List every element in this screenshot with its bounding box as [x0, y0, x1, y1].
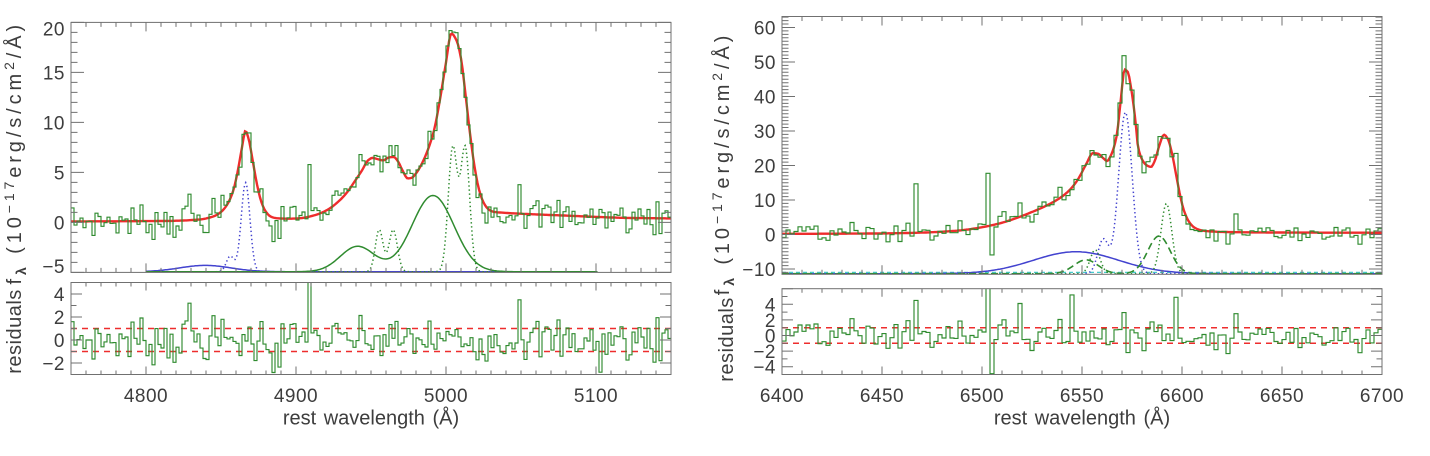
svg-text:residuals: residuals: [4, 289, 26, 374]
svg-text:6550: 6550: [1060, 386, 1104, 407]
svg-text:30: 30: [754, 122, 776, 143]
svg-text:4900: 4900: [274, 386, 318, 407]
svg-text:−2: −2: [42, 354, 65, 375]
svg-text:10: 10: [43, 113, 65, 134]
svg-text:5: 5: [54, 163, 65, 184]
svg-text:−2: −2: [753, 342, 776, 363]
svg-text:0: 0: [54, 331, 65, 352]
svg-text:40: 40: [754, 88, 776, 109]
svg-text:rest wavelength (Å): rest wavelength (Å): [994, 407, 1170, 430]
svg-text:10: 10: [754, 191, 776, 212]
svg-text:−5: −5: [42, 257, 65, 278]
svg-text:50: 50: [754, 53, 776, 74]
svg-text:rest wavelength (Å): rest wavelength (Å): [283, 407, 459, 430]
svg-text:4: 4: [765, 295, 776, 316]
svg-text:2: 2: [54, 308, 65, 329]
svg-text:residuals: residuals: [716, 297, 738, 382]
svg-text:5100: 5100: [574, 386, 618, 407]
svg-text:2: 2: [765, 311, 776, 332]
svg-text:4: 4: [54, 285, 65, 306]
svg-text:5000: 5000: [424, 386, 468, 407]
svg-text:6650: 6650: [1260, 386, 1304, 407]
svg-text:6450: 6450: [860, 386, 904, 407]
svg-text:15: 15: [43, 63, 65, 84]
svg-text:−10: −10: [742, 260, 776, 281]
svg-text:6400: 6400: [760, 386, 804, 407]
svg-text:20: 20: [43, 19, 65, 40]
svg-text:6700: 6700: [1360, 386, 1404, 407]
svg-text:0: 0: [765, 327, 776, 348]
svg-text:4800: 4800: [124, 386, 168, 407]
svg-text:20: 20: [754, 157, 776, 178]
svg-text:0: 0: [765, 226, 776, 247]
svg-text:6500: 6500: [960, 386, 1004, 407]
svg-text:60: 60: [754, 19, 776, 40]
svg-text:6600: 6600: [1160, 386, 1204, 407]
svg-text:0: 0: [54, 213, 65, 234]
svg-text:−4: −4: [753, 358, 776, 379]
svg-text:fλ (10−17erg/s/cm2/Å): fλ (10−17erg/s/cm2/Å): [709, 32, 737, 296]
